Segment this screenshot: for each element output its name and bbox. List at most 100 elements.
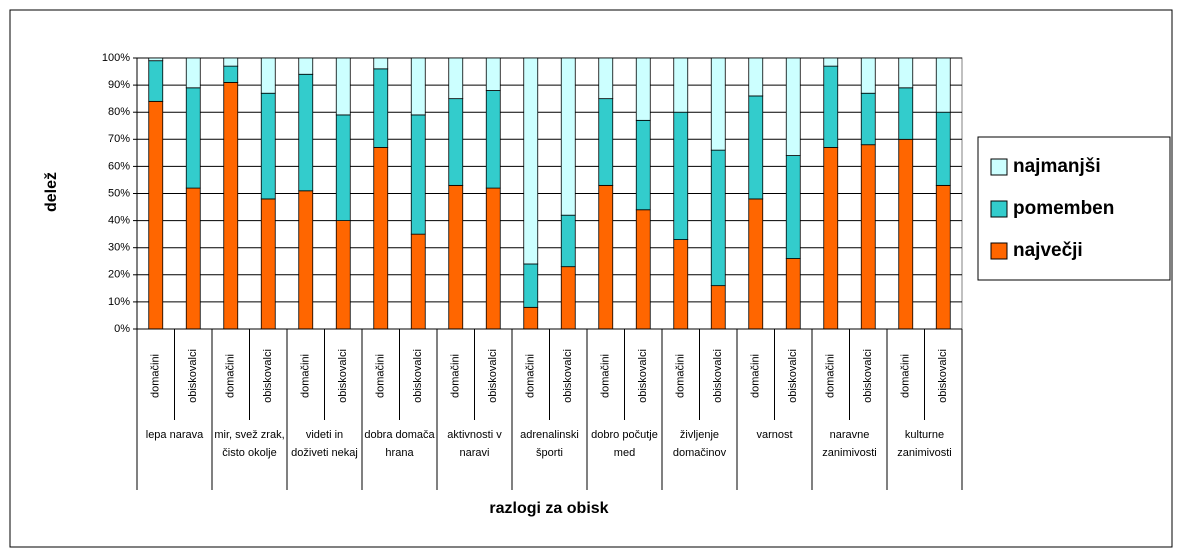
bar-segment <box>298 57 314 75</box>
legend <box>977 136 1171 281</box>
x-tick-label: domačini <box>375 354 387 398</box>
bar-segment <box>335 114 351 222</box>
group-label: kulturne zanimivosti <box>897 429 952 459</box>
y-tick-label: 100% <box>102 52 130 64</box>
group-label: dobra domača hrana <box>364 429 435 459</box>
group-label: dobro počutje med <box>591 429 658 459</box>
bar-segment <box>710 149 726 287</box>
bar-segment <box>710 285 726 330</box>
bar-segment <box>523 306 539 330</box>
bar-segment <box>635 119 651 211</box>
y-tick-label: 10% <box>108 296 130 308</box>
bar-segment <box>185 187 201 330</box>
group-label: aktivnosti v naravi <box>447 429 502 459</box>
x-tick-label: obiskovalci <box>487 349 499 403</box>
bar-segment <box>823 65 839 148</box>
y-tick-label: 40% <box>108 215 130 227</box>
bar-segment <box>335 57 351 116</box>
bar-segment <box>448 184 464 330</box>
bar-segment <box>560 57 576 216</box>
bar-segment <box>485 57 501 91</box>
bar-segment <box>673 57 689 113</box>
group-label: mir, svež zrak, čisto okolje <box>214 429 285 459</box>
bar-segment <box>448 57 464 100</box>
y-tick-label: 20% <box>108 269 130 281</box>
x-tick-label: domačini <box>450 354 462 398</box>
x-tick-label: obiskovalci <box>862 349 874 403</box>
bar-segment <box>898 57 914 89</box>
x-tick-label: domačini <box>225 354 237 398</box>
bar-segment <box>898 138 914 330</box>
y-tick-label: 30% <box>108 242 130 254</box>
bar-segment <box>410 114 426 235</box>
group-label: življenje domačinov <box>672 429 727 459</box>
bar-segment <box>373 147 389 330</box>
bar-segment <box>748 57 764 97</box>
bar-segment <box>373 68 389 148</box>
bar-segment <box>635 209 651 330</box>
group-label: lepa narava <box>145 429 204 441</box>
bar-segment <box>785 57 801 156</box>
bar-segment <box>748 95 764 200</box>
bar-segment <box>223 65 239 83</box>
x-tick-label: obiskovalci <box>412 349 424 403</box>
bar-segment <box>523 263 539 308</box>
bar-segment <box>860 144 876 330</box>
x-tick-label: obiskovalci <box>787 349 799 403</box>
bar-segment <box>148 100 164 330</box>
bar-segment <box>823 57 839 67</box>
group-label: videti in doživeti nekaj <box>291 429 358 459</box>
bar-segment <box>935 57 951 113</box>
bar-segment <box>560 214 576 268</box>
bar-segment <box>485 90 501 189</box>
bar-segment <box>185 57 201 89</box>
group-label: varnost <box>756 429 793 441</box>
bar-segment <box>485 187 501 330</box>
bar-segment <box>785 155 801 259</box>
bar-segment <box>598 184 614 330</box>
bar-segment <box>335 220 351 330</box>
y-tick-label: 60% <box>108 160 130 172</box>
legend-swatch <box>990 158 1008 176</box>
y-tick-label: 70% <box>108 133 130 145</box>
x-tick-label: obiskovalci <box>337 349 349 403</box>
x-tick-label: obiskovalci <box>562 349 574 403</box>
y-tick-label: 0% <box>114 323 130 335</box>
bar-segment <box>560 266 576 330</box>
y-axis-title: delež <box>43 172 60 212</box>
bar-segment <box>860 92 876 146</box>
bar-segment <box>673 111 689 240</box>
bar-segment <box>635 57 651 121</box>
bar-segment <box>410 233 426 330</box>
x-tick-label: obiskovalci <box>262 349 274 403</box>
bar-segment <box>448 98 464 186</box>
bar-segment <box>185 87 201 189</box>
x-tick-label: domačini <box>675 354 687 398</box>
x-tick-label: obiskovalci <box>637 349 649 403</box>
group-label: naravne zanimivosti <box>822 429 877 459</box>
x-tick-label: domačini <box>525 354 537 398</box>
bar-segment <box>823 147 839 330</box>
bar-segment <box>785 258 801 330</box>
bar-segment <box>935 111 951 186</box>
bar-segment <box>860 57 876 94</box>
bar-segment <box>410 57 426 116</box>
x-tick-label: domačini <box>900 354 912 398</box>
bar-segment <box>935 184 951 330</box>
y-tick-label: 50% <box>108 187 130 199</box>
x-tick-label: domačini <box>750 354 762 398</box>
bar-segment <box>260 198 276 330</box>
legend-label: največji <box>1013 240 1083 261</box>
legend-label: najmanjši <box>1013 156 1101 177</box>
legend-label: pomemben <box>1013 198 1114 219</box>
x-tick-label: domačini <box>150 354 162 398</box>
bar-segment <box>298 190 314 330</box>
y-tick-label: 90% <box>108 79 130 91</box>
bar-segment <box>260 57 276 94</box>
bar-segment <box>373 57 389 70</box>
bar-segment <box>148 57 164 62</box>
bar-segment <box>598 98 614 186</box>
bar-segment <box>898 87 914 140</box>
